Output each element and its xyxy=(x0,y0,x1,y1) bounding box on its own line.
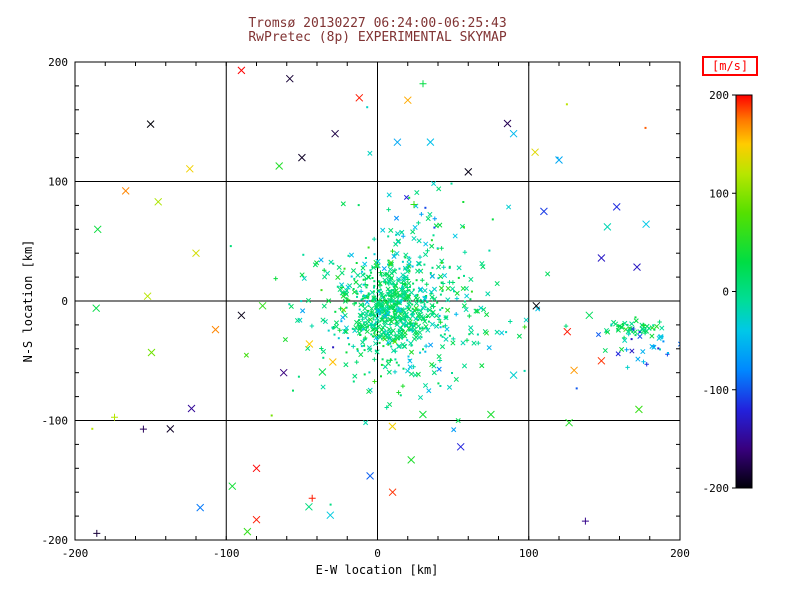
scatter-points xyxy=(91,66,680,537)
y-tick-label: -100 xyxy=(42,415,69,428)
colorbar-tick-label: 0 xyxy=(722,286,729,299)
x-tick-label: -200 xyxy=(62,547,89,560)
y-tick-label: 0 xyxy=(61,295,68,308)
colorbar-units-label: [m/s] xyxy=(702,56,759,76)
chart-title: Tromsø 20130227 06:24:00-06:25:43 xyxy=(248,16,507,31)
chart-subtitle: RwPretec (8p) EXPERIMENTAL SKYMAP xyxy=(248,30,507,45)
x-axis-label: E-W location [km] xyxy=(316,563,439,577)
colorbar-tick-label: -100 xyxy=(703,384,730,397)
x-tick-label: 200 xyxy=(670,547,690,560)
x-tick-label: -100 xyxy=(213,547,240,560)
y-axis-label: N-S location [km] xyxy=(21,240,35,363)
y-tick-label: 100 xyxy=(48,176,68,189)
colorbar-tick-label: 200 xyxy=(709,89,729,102)
y-tick-label: -200 xyxy=(42,534,69,547)
plot-frame xyxy=(74,61,681,541)
colorbar-tick-label: -200 xyxy=(703,482,730,495)
colorbar xyxy=(735,94,753,489)
x-tick-label: 100 xyxy=(519,547,539,560)
y-tick-label: 200 xyxy=(48,56,68,69)
x-tick-label: 0 xyxy=(374,547,381,560)
colorbar-tick-label: 100 xyxy=(709,187,729,200)
